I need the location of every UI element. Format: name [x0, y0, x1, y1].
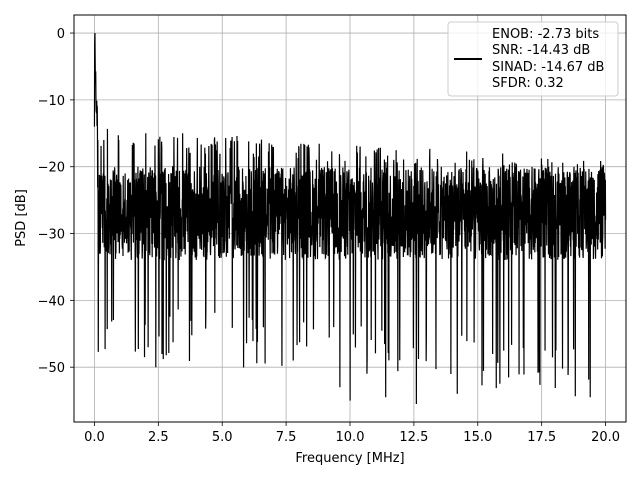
- x-tick-label: 20.0: [591, 430, 620, 445]
- series-line-0: [93, 33, 607, 404]
- legend: ENOB: -2.73 bits SNR: -14.43 dB SINAD: -…: [447, 21, 619, 97]
- y-tick-label: −40: [38, 294, 65, 309]
- x-tick-label: 7.5: [276, 430, 297, 445]
- y-tick-label: −10: [38, 94, 65, 109]
- legend-entry-sinad: SINAD: -14.67 dB: [492, 60, 604, 75]
- x-tick-label: 15.0: [463, 430, 492, 445]
- y-tick-label: −20: [38, 161, 65, 176]
- legend-entry-enob: ENOB: -2.73 bits: [492, 27, 599, 42]
- y-tick-label: 0: [57, 27, 65, 42]
- y-tick-label: −30: [38, 228, 65, 243]
- x-tick-label: 5.0: [212, 430, 233, 445]
- x-tick-label: 10.0: [336, 430, 365, 445]
- x-tick-label: 2.5: [148, 430, 169, 445]
- data-layer: [93, 33, 607, 404]
- legend-entry-sfdr: SFDR: 0.32: [492, 76, 564, 91]
- x-tick-label: 0.0: [84, 430, 105, 445]
- y-tick-label: −50: [38, 361, 65, 376]
- legend-entry-snr: SNR: -14.43 dB: [492, 43, 590, 58]
- x-tick-label: 17.5: [527, 430, 556, 445]
- y-axis-label: PSD [dB]: [14, 189, 29, 247]
- x-tick-label: 12.5: [399, 430, 428, 445]
- axis-ticks: 0.0 2.5 5.0 7.5 10.0 12.5 15.0 17.5 20.0 0 −10 −20 −…: [38, 27, 620, 445]
- x-axis-label: Frequency [MHz]: [295, 451, 404, 466]
- legend-frame: [447, 21, 619, 97]
